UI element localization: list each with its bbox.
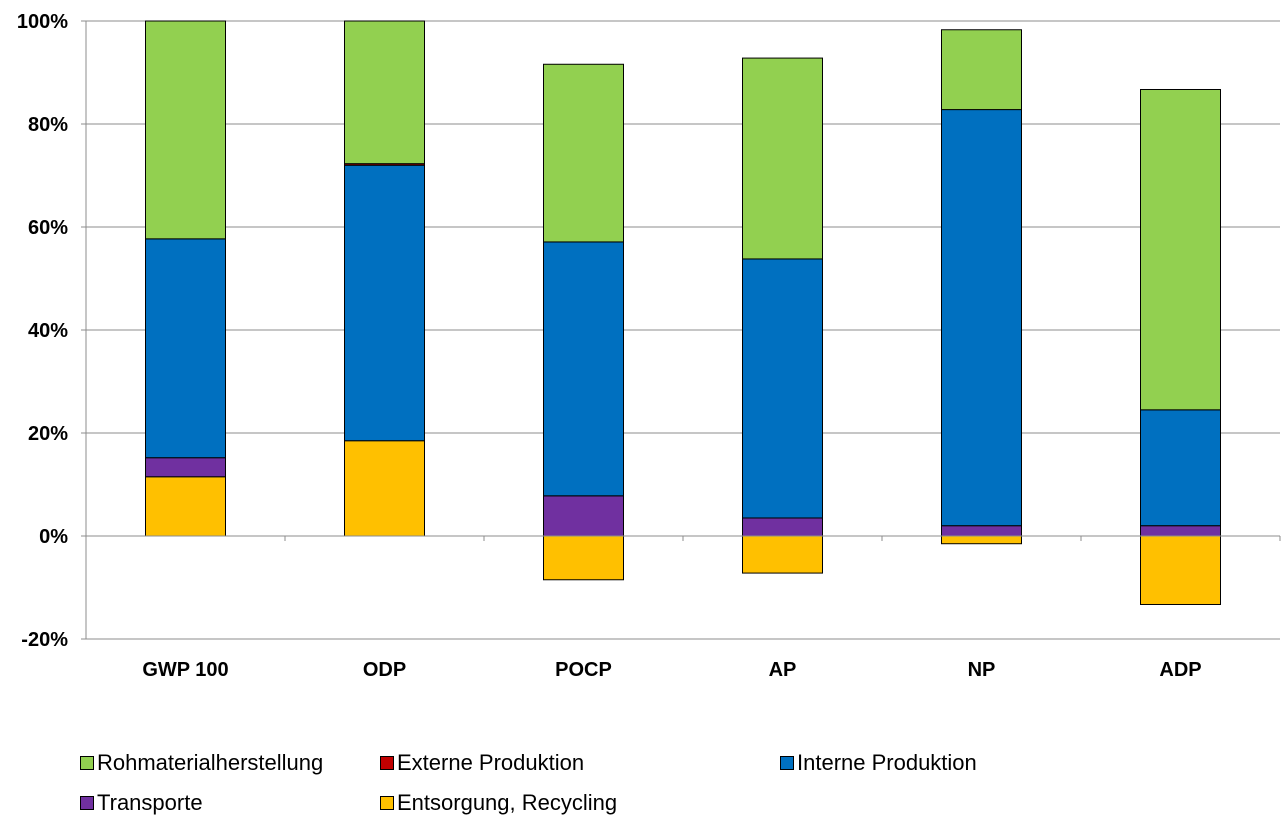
y-tick-label: -20% xyxy=(21,629,68,651)
legend-label: Transporte xyxy=(97,790,203,815)
y-tick-label: 60% xyxy=(28,217,68,239)
y-tick-label: 80% xyxy=(28,114,68,136)
y-tick-label: 20% xyxy=(28,423,68,445)
legend-item: Rohmaterialherstellung xyxy=(80,750,323,776)
legend-swatch xyxy=(80,756,94,770)
legend-label: Externe Produktion xyxy=(397,750,585,775)
y-tick-label: 100% xyxy=(17,11,68,33)
bar-segment-transporte xyxy=(145,457,226,478)
bar-segment-transporte xyxy=(543,495,624,537)
bar-segment-transporte xyxy=(1140,525,1221,537)
x-category-label: GWP 100 xyxy=(142,659,228,681)
bar-segment-interne-produktion xyxy=(1140,409,1221,527)
x-category-label: POCP xyxy=(555,659,612,681)
legend-label: Entsorgung, Recycling xyxy=(397,790,618,815)
bar-segment-interne-produktion xyxy=(145,238,226,459)
bar-segment-rohmaterialherstellung xyxy=(543,63,624,243)
x-category-label: ADP xyxy=(1159,659,1201,681)
legend-swatch xyxy=(80,796,94,810)
bar-segment-rohmaterialherstellung xyxy=(1140,88,1221,411)
bar-segment-rohmaterialherstellung xyxy=(941,29,1022,111)
bar-segment-interne-produktion xyxy=(742,258,823,519)
bar-segment-transporte xyxy=(742,517,823,537)
legend-item: Externe Produktion xyxy=(380,750,584,776)
legend-swatch xyxy=(380,796,394,810)
bar-segment-rohmaterialherstellung xyxy=(344,20,425,165)
bar-segment-interne-produktion xyxy=(543,241,624,497)
bar-segment-entsorgung-recycling xyxy=(543,535,624,581)
legend-swatch xyxy=(380,756,394,770)
legend-label: Rohmaterialherstellung xyxy=(97,750,324,775)
x-axis: GWP 100 ODP POCP AP NP ADP xyxy=(85,535,1281,681)
legend-item: Transporte xyxy=(80,790,203,816)
y-tick-label: 0% xyxy=(39,526,68,548)
bar-segment-rohmaterialherstellung xyxy=(742,57,823,260)
legend-swatch xyxy=(780,756,794,770)
bar-segment-interne-produktion xyxy=(344,164,425,442)
bar-segment-entsorgung-recycling xyxy=(344,440,425,537)
bar-segment-entsorgung-recycling xyxy=(1140,535,1221,605)
bar-segment-transporte xyxy=(941,525,1022,537)
bars xyxy=(145,20,1221,605)
y-axis: -20% 0% 20% 40% 60% 80% 100% xyxy=(17,11,87,651)
bar-segment-entsorgung-recycling xyxy=(145,476,226,537)
x-category-label: ODP xyxy=(363,659,406,681)
bar-segment-rohmaterialherstellung xyxy=(145,20,226,240)
legend-item: Interne Produktion xyxy=(780,750,977,776)
bar-segment-interne-produktion xyxy=(941,109,1022,527)
stacked-bar-chart: -20% 0% 20% 40% 60% 80% 100% GWP 100 ODP POCP AP N… xyxy=(17,11,1281,681)
bar-segment-entsorgung-recycling xyxy=(742,535,823,574)
x-category-label: AP xyxy=(769,659,797,681)
legend-label: Interne Produktion xyxy=(797,750,977,775)
legend: Rohmaterialherstellung Externe Produktion… xyxy=(80,750,1230,820)
y-tick-label: 40% xyxy=(28,320,68,342)
legend-item: Entsorgung, Recycling xyxy=(380,790,617,816)
bar-segment-entsorgung-recycling xyxy=(941,535,1022,545)
x-category-label: NP xyxy=(968,659,996,681)
gridlines xyxy=(86,20,1280,640)
